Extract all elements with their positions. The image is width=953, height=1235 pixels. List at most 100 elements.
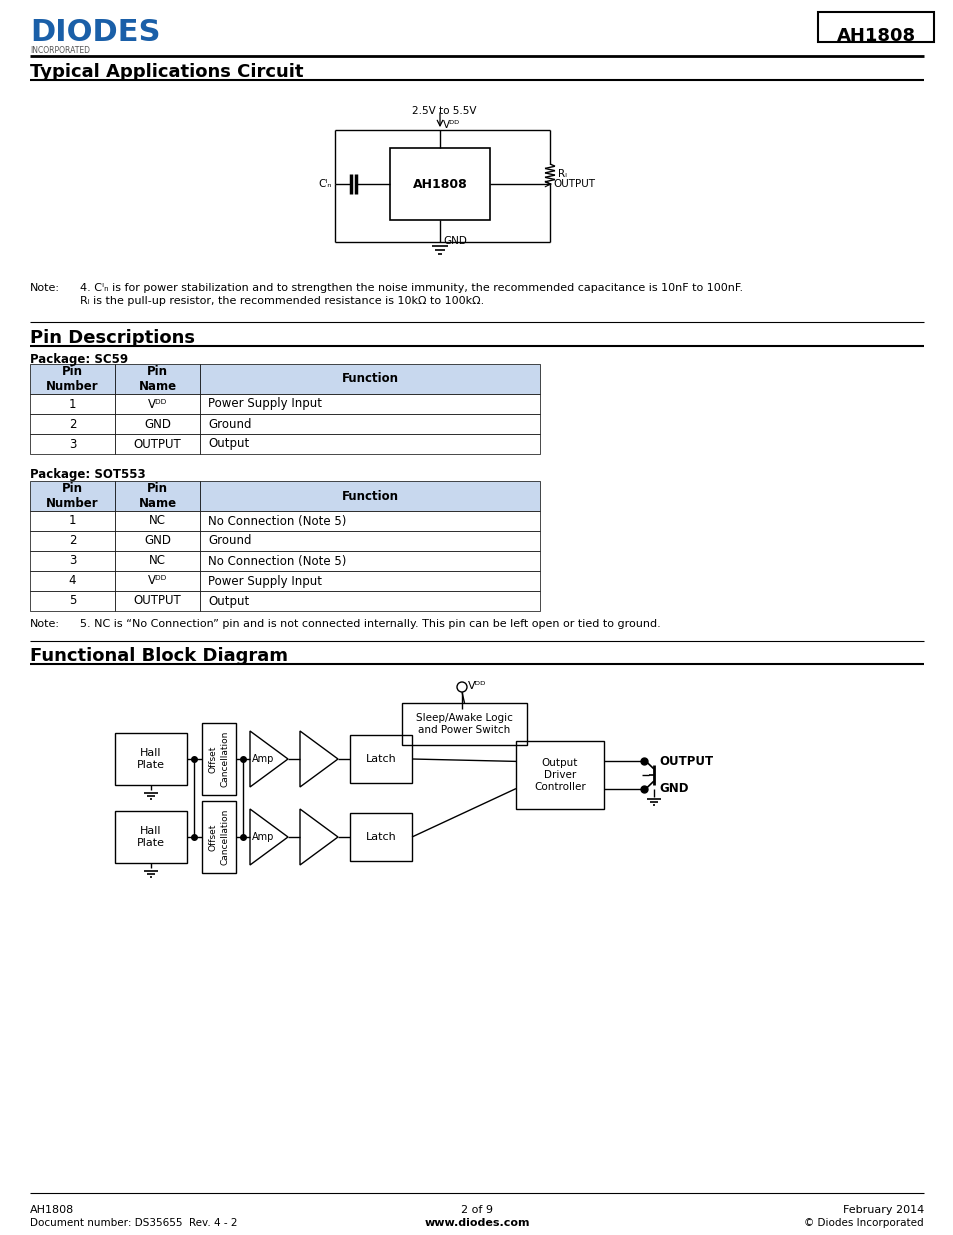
- Bar: [30, 480, 115, 511]
- Text: OUTPUT: OUTPUT: [133, 437, 181, 451]
- Text: Hall
Plate: Hall Plate: [137, 826, 165, 848]
- Bar: [30, 433, 115, 454]
- Text: INCORPORATED: INCORPORATED: [30, 46, 90, 56]
- Bar: [115, 480, 200, 511]
- Bar: [200, 571, 539, 592]
- Bar: [115, 551, 200, 571]
- Text: Function: Function: [341, 373, 398, 385]
- Text: AH1808: AH1808: [413, 178, 467, 190]
- Text: 2 of 9: 2 of 9: [460, 1205, 493, 1215]
- Bar: [401, 703, 526, 745]
- Bar: [30, 511, 115, 531]
- Bar: [30, 571, 115, 592]
- Text: 2: 2: [69, 417, 76, 431]
- Text: DIODES: DIODES: [30, 19, 160, 47]
- Text: 3: 3: [69, 437, 76, 451]
- Bar: [200, 414, 539, 433]
- Bar: [200, 531, 539, 551]
- Text: OUTPUT: OUTPUT: [553, 179, 595, 189]
- Bar: [115, 414, 200, 433]
- Text: Document number: DS35655  Rev. 4 - 2: Document number: DS35655 Rev. 4 - 2: [30, 1218, 237, 1228]
- Text: GND: GND: [659, 782, 688, 795]
- Bar: [200, 551, 539, 571]
- Text: No Connection (Note 5): No Connection (Note 5): [208, 515, 346, 527]
- Text: Package: SC59: Package: SC59: [30, 353, 128, 366]
- Text: 5. NC is “No Connection” pin and is not connected internally. This pin can be le: 5. NC is “No Connection” pin and is not …: [80, 619, 660, 629]
- Text: Offset
Cancellation: Offset Cancellation: [209, 809, 229, 866]
- Bar: [200, 364, 539, 394]
- Text: Hall
Plate: Hall Plate: [137, 748, 165, 771]
- Text: Vᴰᴰ: Vᴰᴰ: [442, 120, 459, 130]
- Bar: [115, 734, 187, 785]
- Bar: [30, 364, 115, 394]
- Text: Ground: Ground: [208, 417, 252, 431]
- Text: Amp: Amp: [252, 755, 274, 764]
- Bar: [390, 148, 490, 220]
- Text: Amp: Amp: [252, 832, 274, 842]
- Bar: [202, 722, 235, 795]
- Bar: [115, 592, 200, 611]
- Text: Output: Output: [208, 437, 249, 451]
- Text: Offset
Cancellation: Offset Cancellation: [209, 731, 229, 787]
- Text: Vᴰᴰ: Vᴰᴰ: [148, 398, 167, 410]
- Text: 5: 5: [69, 594, 76, 608]
- Text: February 2014: February 2014: [841, 1205, 923, 1215]
- Text: Function: Function: [341, 489, 398, 503]
- Text: Cᴵₙ: Cᴵₙ: [318, 179, 332, 189]
- Bar: [30, 531, 115, 551]
- Text: Rₗ is the pull-up resistor, the recommended resistance is 10kΩ to 100kΩ.: Rₗ is the pull-up resistor, the recommen…: [80, 296, 484, 306]
- Text: OUTPUT: OUTPUT: [133, 594, 181, 608]
- Bar: [200, 433, 539, 454]
- Bar: [30, 592, 115, 611]
- Text: Output
Driver
Controller: Output Driver Controller: [534, 757, 585, 793]
- Text: 3: 3: [69, 555, 76, 568]
- Text: 1: 1: [69, 515, 76, 527]
- Text: 2.5V to 5.5V: 2.5V to 5.5V: [412, 106, 476, 116]
- Bar: [30, 414, 115, 433]
- Bar: [200, 480, 539, 511]
- Text: Vᴰᴰ: Vᴰᴰ: [148, 574, 167, 588]
- Bar: [115, 571, 200, 592]
- Text: 2: 2: [69, 535, 76, 547]
- Text: Sleep/Awake Logic
and Power Switch: Sleep/Awake Logic and Power Switch: [416, 713, 513, 735]
- Text: www.diodes.com: www.diodes.com: [424, 1218, 529, 1228]
- Bar: [115, 531, 200, 551]
- Text: Functional Block Diagram: Functional Block Diagram: [30, 647, 288, 664]
- Text: Latch: Latch: [365, 832, 395, 842]
- Text: Power Supply Input: Power Supply Input: [208, 398, 322, 410]
- Bar: [200, 394, 539, 414]
- Bar: [200, 592, 539, 611]
- Text: Pin
Name: Pin Name: [138, 366, 176, 393]
- Text: 4: 4: [69, 574, 76, 588]
- Bar: [30, 394, 115, 414]
- Bar: [115, 394, 200, 414]
- Bar: [202, 802, 235, 873]
- Text: Typical Applications Circuit: Typical Applications Circuit: [30, 63, 303, 82]
- Bar: [350, 735, 412, 783]
- Text: Ground: Ground: [208, 535, 252, 547]
- Bar: [516, 741, 603, 809]
- Text: Note:: Note:: [30, 619, 60, 629]
- Text: Pin
Name: Pin Name: [138, 482, 176, 510]
- Bar: [115, 433, 200, 454]
- Text: Pin
Number: Pin Number: [46, 366, 99, 393]
- Text: Power Supply Input: Power Supply Input: [208, 574, 322, 588]
- Bar: [115, 364, 200, 394]
- Text: Pin
Number: Pin Number: [46, 482, 99, 510]
- Text: Rₗ: Rₗ: [558, 169, 566, 179]
- Text: 4. Cᴵₙ is for power stabilization and to strengthen the noise immunity, the reco: 4. Cᴵₙ is for power stabilization and to…: [80, 283, 742, 293]
- Bar: [30, 551, 115, 571]
- Bar: [350, 813, 412, 861]
- Text: OUTPUT: OUTPUT: [659, 755, 713, 768]
- Text: Output: Output: [208, 594, 249, 608]
- Text: NC: NC: [149, 555, 166, 568]
- Bar: [200, 511, 539, 531]
- Text: Latch: Latch: [365, 755, 395, 764]
- Text: Note:: Note:: [30, 283, 60, 293]
- Text: Vᴰᴰ: Vᴰᴰ: [468, 680, 486, 692]
- Bar: [817, 12, 933, 42]
- Bar: [115, 811, 187, 863]
- Text: GND: GND: [442, 236, 466, 246]
- Text: © Diodes Incorporated: © Diodes Incorporated: [803, 1218, 923, 1228]
- Text: GND: GND: [144, 417, 171, 431]
